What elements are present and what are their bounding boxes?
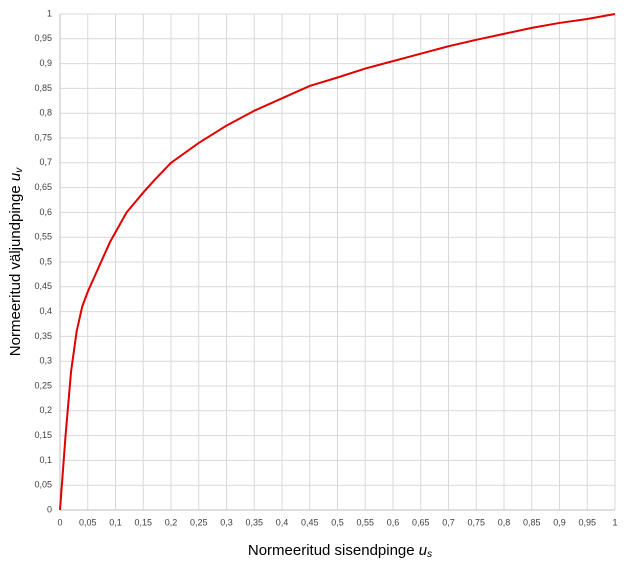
x-axis-title: Normeeritud sisendpinge us (248, 542, 432, 560)
x-tick-label: 0,2 (165, 517, 178, 527)
x-tick-label: 0,95 (578, 517, 596, 527)
y-tick-label: 0,15 (34, 430, 52, 440)
x-tick-label: 0,85 (523, 517, 541, 527)
x-tick-label: 0,5 (331, 517, 344, 527)
data-line (59, 13, 616, 511)
y-tick-label: 0,05 (34, 480, 52, 490)
x-tick-label: 0,35 (245, 517, 263, 527)
y-tick-label: 0,4 (39, 306, 52, 316)
y-axis-title: Normeeritud väljundpinge uv (7, 167, 25, 356)
x-tick-label: 0,55 (356, 517, 374, 527)
y-tick-label: 1 (47, 8, 52, 18)
y-axis-title-text: Normeeritud väljundpinge (7, 185, 24, 356)
y-tick-label: 0,85 (34, 83, 52, 93)
x-tick-label: 0,1 (109, 517, 122, 527)
x-tick-label: 0,9 (553, 517, 566, 527)
y-tick-label: 0,1 (39, 455, 52, 465)
y-tick-label: 0,75 (34, 132, 52, 142)
x-tick-label: 1 (612, 517, 617, 527)
x-tick-label: 0,15 (134, 517, 152, 527)
x-axis-title-text: Normeeritud sisendpinge (248, 542, 415, 559)
y-tick-label: 0,5 (39, 256, 52, 266)
y-axis-var: u (7, 172, 24, 181)
y-tick-label: 0,7 (39, 157, 52, 167)
y-tick-label: 0,45 (34, 281, 52, 291)
x-tick-label: 0,6 (387, 517, 400, 527)
x-tick-label: 0,8 (498, 517, 511, 527)
y-tick-label: 0,6 (39, 207, 52, 217)
x-tick-label: 0,3 (220, 517, 233, 527)
y-tick-label: 0,9 (39, 58, 52, 68)
y-tick-label: 0,65 (34, 182, 52, 192)
x-tick-label: 0,65 (412, 517, 430, 527)
y-tick-label: 0,25 (34, 380, 52, 390)
y-tick-label: 0,35 (34, 331, 52, 341)
x-tick-label: 0,7 (442, 517, 455, 527)
x-tick-label: 0,45 (301, 517, 319, 527)
y-tick-label: 0,55 (34, 232, 52, 242)
y-tick-label: 0,95 (34, 33, 52, 43)
x-tick-label: 0,05 (79, 517, 97, 527)
y-tick-label: 0 (47, 504, 52, 514)
y-tick-label: 0,3 (39, 356, 52, 366)
y-tick-label: 0,2 (39, 405, 52, 415)
y-axis-sub: v (14, 167, 25, 173)
x-axis-sub: s (427, 549, 432, 560)
x-tick-label: 0 (57, 517, 62, 527)
x-axis-var: u (419, 542, 428, 559)
x-tick-label: 0,75 (467, 517, 485, 527)
x-tick-label: 0,4 (276, 517, 289, 527)
x-tick-label: 0,25 (190, 517, 208, 527)
y-tick-label: 0,8 (39, 108, 52, 118)
